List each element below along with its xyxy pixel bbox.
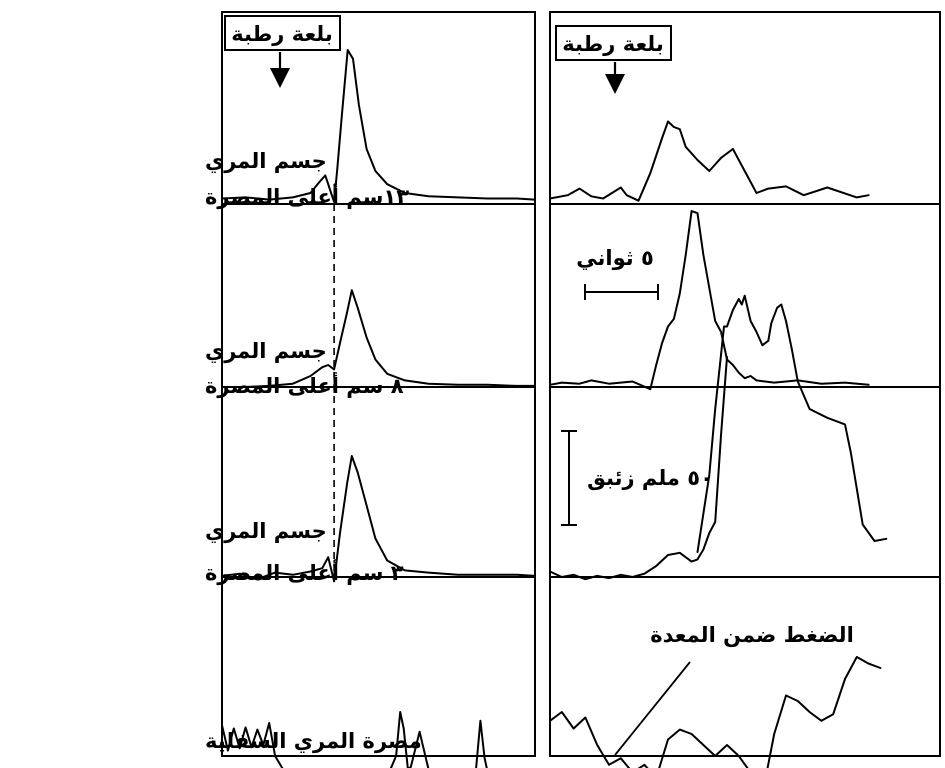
right-row-3-trace-8 [549,656,882,768]
gastric-pressure-pointer [614,661,691,756]
right-row-1-trace-6 [696,294,888,553]
row-label-3-line-1: مصرة المري السفلية [205,729,422,754]
left-row-1-trace-1 [221,289,536,388]
right-row-2-trace-7 [549,356,728,581]
row-label-1-line-2: ٨ سم أعلى المصرة [205,371,404,398]
left-row-3-trace-3 [221,711,488,768]
row-label-0-line-1: جسم المري [205,149,327,174]
left-bolus-box [224,15,341,51]
right-row-1-trace-5 [549,210,870,391]
left-bolus-arrow-icon [270,68,290,88]
left-panel-frame [221,11,536,757]
left-row-2-trace-2 [221,455,536,583]
left-bolus-label: بلعة رطبة [231,22,333,46]
time-scale-bar [584,284,659,300]
row-label-0-line-2: ١٣سم أعلى المصرة [205,182,409,209]
row-label-3: مصرة المري السفلية [205,729,422,754]
right-bolus-arrow-icon [605,74,625,94]
pressure-scale-bar [561,430,577,526]
right-bolus-box [555,25,672,61]
row-label-2-line-1: جسم المري [205,519,327,544]
row-baselines [222,203,940,578]
left-row-0-trace-0 [221,49,536,203]
right-bolus-label: بلعة رطبة [562,32,664,56]
row-label-1-line-1: جسم المري [205,339,327,364]
pressure-scale-label: ٥٠ ملم زئبق [587,466,713,490]
row-label-2: جسم المري ٣ سم أعلى المصرة [205,519,404,585]
time-scale-label: ٥ ثواني [576,246,654,270]
left-bolus-marker: بلعة رطبة [224,15,341,88]
gastric-pressure-label: الضغط ضمن المعدة [650,623,854,647]
row-label-0: جسم المري ١٣سم أعلى المصرة [205,149,409,209]
right-bolus-marker: بلعة رطبة [555,25,672,94]
row-label-1: جسم المري ٨ سم أعلى المصرة [205,339,404,398]
row-label-2-line-2: ٣ سم أعلى المصرة [205,558,404,585]
right-row-0-trace-4 [549,120,870,202]
pressure-traces [221,49,888,768]
